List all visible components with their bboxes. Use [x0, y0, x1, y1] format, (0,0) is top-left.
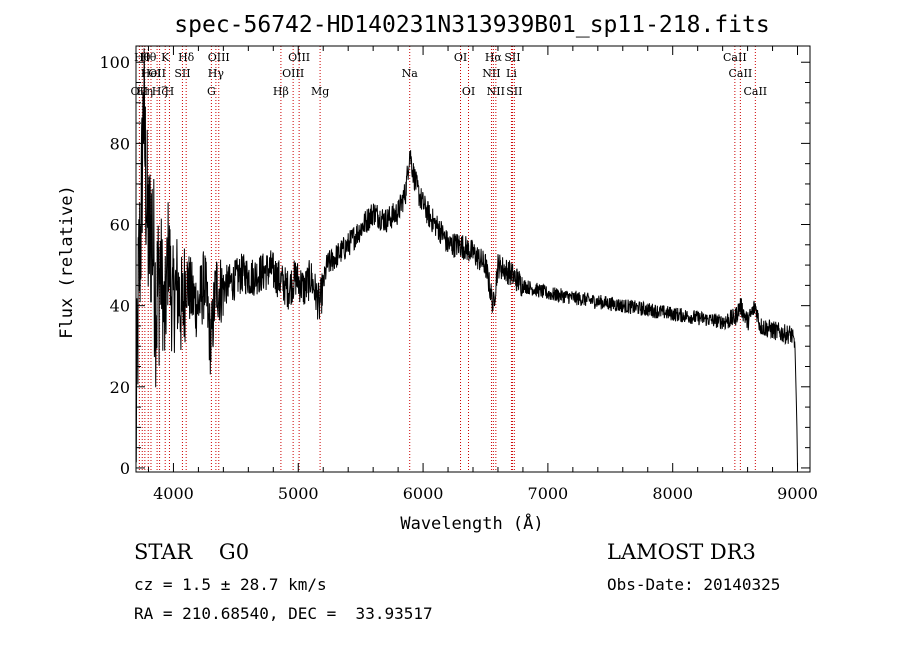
spectral-line-label: SII [504, 51, 520, 64]
y-tick-label: 100 [99, 53, 130, 72]
y-tick-label: 80 [110, 134, 130, 153]
spectral-line-label: Mg [311, 85, 329, 98]
spectral-line-label: OII [148, 67, 166, 80]
y-tick-label: 40 [110, 297, 130, 316]
spectral-line-label: Hθ [134, 51, 151, 64]
chart-title: spec-56742-HD140231N313939B01_sp11-218.f… [174, 12, 769, 38]
spectral-line-label: Hβ [273, 85, 289, 98]
x-axis-ticks: 4000 5000 6000 7000 8000 9000 [147, 46, 818, 503]
y-tick-label: 60 [110, 216, 130, 235]
spectral-line-label: OIII [288, 51, 310, 64]
y-axis-ticks: 0 20 40 60 80 100 [99, 53, 810, 478]
y-axis-label: Flux (relative) [57, 185, 77, 339]
spectral-line-label: CaII [723, 51, 747, 64]
spectral-line-label: Hδ [178, 51, 195, 64]
y-tick-label: 20 [110, 378, 130, 397]
spectral-line-label: Na [402, 67, 419, 80]
spectrum-line [135, 48, 798, 468]
x-tick-label: 8000 [652, 484, 693, 503]
spectral-line-label: CaII [729, 67, 753, 80]
spectral-line-label: OI [462, 85, 475, 98]
spectral-line-label: SII [174, 67, 190, 80]
x-tick-label: 5000 [278, 484, 319, 503]
spectral-class: STAR G0 [134, 540, 250, 564]
x-tick-label: 7000 [528, 484, 569, 503]
line-labels: OIIHθHηHθHeIOIIHζKHSIIHδGHγOIIIHβOIIIOII… [131, 51, 768, 98]
x-tick-label: 4000 [153, 484, 194, 503]
spectral-line-label: G [207, 85, 216, 98]
spectral-line-label: Li [506, 67, 517, 80]
x-tick-label: 9000 [777, 484, 818, 503]
spectral-line-label: Hγ [208, 67, 225, 80]
coordinates: RA = 210.68540, DEC = 33.93517 [134, 604, 433, 623]
redshift-velocity: cz = 1.5 ± 28.7 km/s [134, 575, 327, 594]
survey-name: LAMOST DR3 [607, 540, 756, 564]
spectral-line-label: NII [482, 67, 500, 80]
spectral-line-label: OI [454, 51, 467, 64]
x-axis-label: Wavelength (Å) [400, 512, 543, 534]
spectral-line-label: K [161, 51, 170, 64]
spectral-line-label: Hα [485, 51, 503, 64]
observation-date: Obs-Date: 20140325 [607, 575, 781, 594]
spectral-line-label: OIII [282, 67, 304, 80]
spectral-line-label: NII [487, 85, 505, 98]
x-tick-label: 6000 [403, 484, 444, 503]
y-tick-label: 0 [120, 459, 130, 478]
spectral-line-label: OIII [208, 51, 230, 64]
spectral-line-label: H [165, 85, 175, 98]
spectral-line-label: HeI [141, 67, 161, 80]
line-markers [138, 46, 756, 472]
spectral-line-label: SII [506, 85, 522, 98]
spectral-line-label: Hζ [152, 85, 168, 98]
spectral-line-label: CaII [743, 85, 767, 98]
